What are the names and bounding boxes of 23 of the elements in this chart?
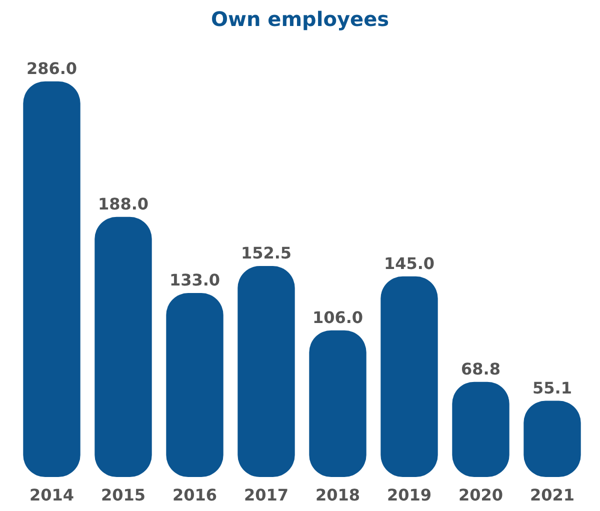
bar xyxy=(380,276,438,477)
data-label: 68.8 xyxy=(461,359,500,378)
x-tick-label: 2016 xyxy=(172,486,218,504)
x-tick-label: 2015 xyxy=(100,486,146,504)
data-label: 133.0 xyxy=(169,270,220,290)
bar xyxy=(23,81,80,477)
data-label: 286.0 xyxy=(26,58,78,78)
data-label: 152.5 xyxy=(240,244,292,263)
x-tick-label: 2020 xyxy=(458,486,504,504)
bar xyxy=(238,266,295,477)
bar xyxy=(309,330,366,477)
x-tick-label: 2019 xyxy=(386,486,432,504)
x-tick-label: 2018 xyxy=(315,486,360,504)
data-label: 55.1 xyxy=(532,378,572,398)
x-tick-label: 2017 xyxy=(244,486,289,504)
data-label: 106.0 xyxy=(312,308,364,327)
chart-title: Own employees xyxy=(210,7,390,31)
data-label: 188.0 xyxy=(98,194,149,214)
x-tick-label: 2021 xyxy=(530,486,575,504)
data-label: 145.0 xyxy=(384,254,435,273)
bar xyxy=(166,293,224,477)
x-tick-label: 2014 xyxy=(29,486,74,504)
bar xyxy=(94,216,152,477)
